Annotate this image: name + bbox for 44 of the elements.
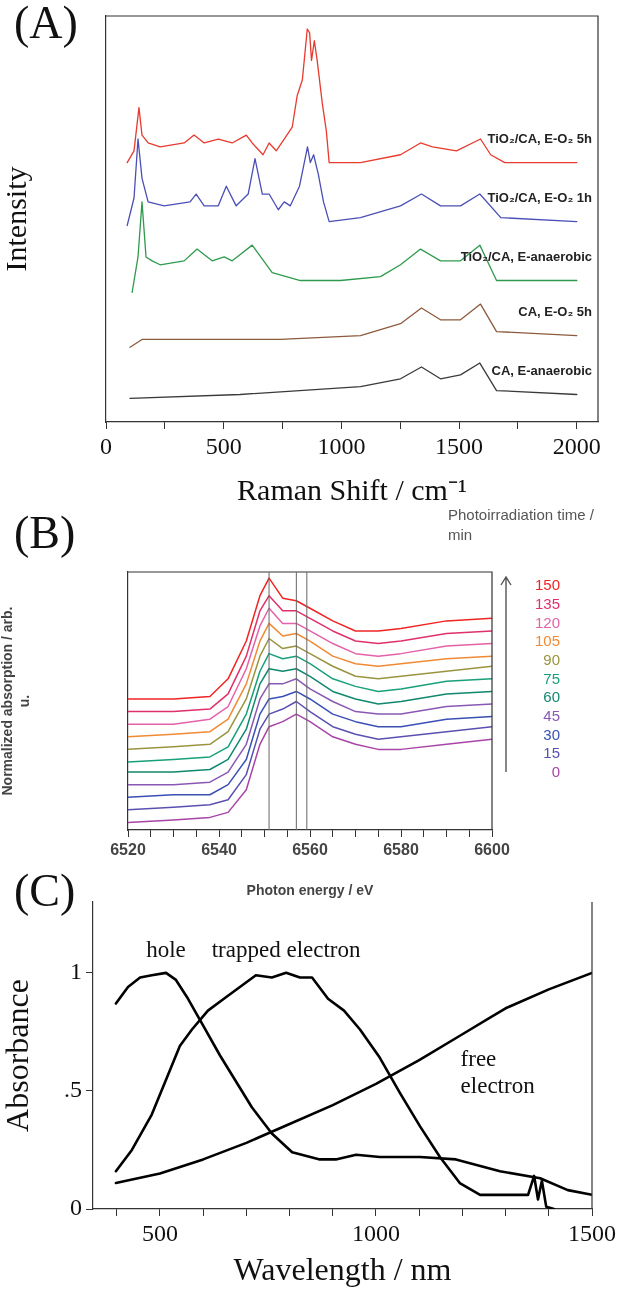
y-axis-title: Absorbance (0, 979, 35, 1132)
x-tick-label: 6560 (292, 841, 328, 859)
text: 30 (543, 725, 560, 743)
x-tick-label: 1000 (351, 1219, 400, 1246)
series-label: trapped electron (211, 937, 362, 963)
series-label: TiO₂/CA, E-O₂ 5h (487, 130, 593, 146)
text: 150 (534, 576, 560, 594)
series-label: CA, E-O₂ 5h (518, 303, 593, 319)
text: 135 (534, 594, 560, 612)
x-tick-label: 0 (100, 432, 112, 459)
x-tick-label: 6520 (110, 841, 146, 859)
text: 105 (534, 632, 560, 650)
series-label: free electron (460, 1045, 536, 1098)
x-axis-title: Photon energy / eV (246, 882, 375, 899)
x-tick-label: 1000 (317, 432, 366, 459)
x-axis-title: Wavelength / nm (233, 1251, 452, 1288)
x-tick-label: 6600 (474, 841, 510, 859)
text: 120 (534, 613, 560, 631)
chart-title: (C) (14, 865, 76, 916)
x-tick-label: 2000 (552, 432, 601, 459)
x-tick-label: 1500 (568, 1219, 616, 1246)
x-axis-title: Raman Shift / cm⁻¹ (237, 472, 467, 506)
text: 0 (551, 763, 560, 781)
x-tick-label: 6580 (383, 841, 419, 859)
text: 15 (543, 744, 560, 762)
text: 75 (543, 669, 560, 687)
series-label: CA, E-anaerobic (491, 362, 592, 378)
x-tick-label: 1500 (435, 432, 484, 459)
legend-title: Photoirradiation time / min (448, 506, 595, 544)
text: 45 (543, 707, 560, 725)
y-axis-title: Normalized absorption / arb. u. (0, 606, 33, 796)
chart-title: (A) (14, 0, 78, 48)
series-label: TiO₂/CA, E-O₂ 1h (487, 189, 593, 205)
x-tick-label: 500 (205, 432, 242, 459)
y-tick-label: 0 (70, 1194, 82, 1221)
x-tick-label: 500 (141, 1219, 178, 1246)
x-tick-label: 6540 (201, 841, 237, 859)
text: 90 (543, 650, 560, 668)
series-label: hole (146, 937, 186, 963)
chart-title: (B) (14, 507, 76, 558)
y-tick-label: 1 (70, 958, 82, 985)
text: 60 (543, 688, 560, 706)
y-tick-label: .5 (64, 1076, 82, 1103)
y-axis-title: Intensity (0, 166, 32, 272)
